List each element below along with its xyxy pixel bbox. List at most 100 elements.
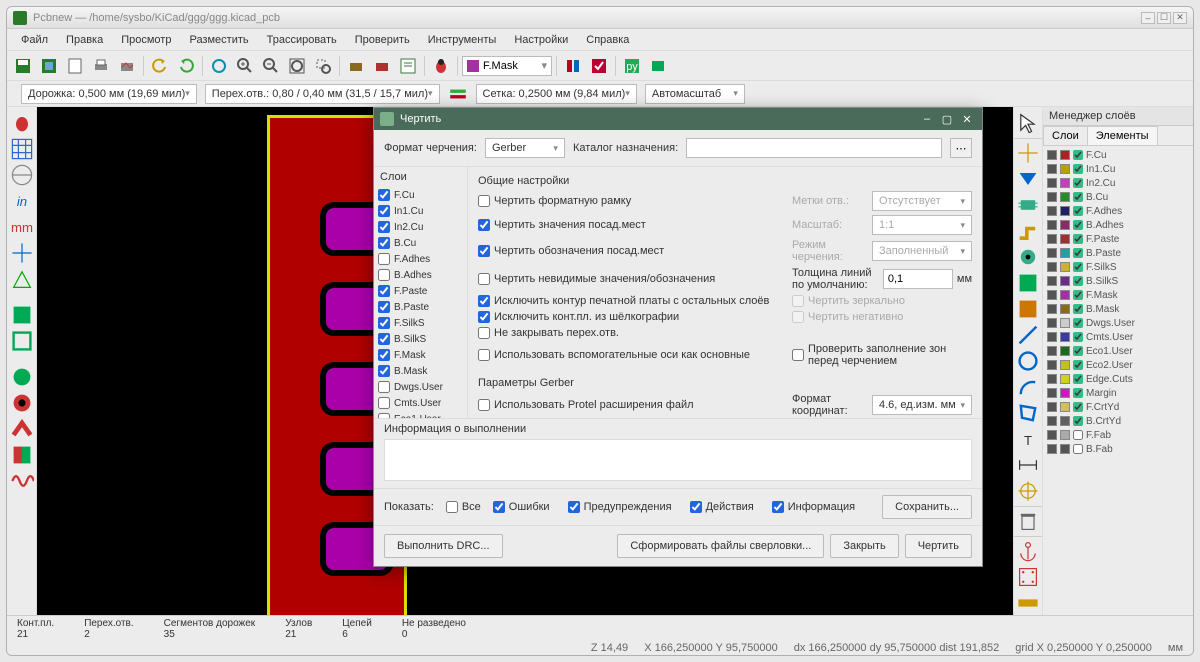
origin-tool-icon[interactable] bbox=[1016, 565, 1040, 589]
redo-icon[interactable] bbox=[174, 54, 198, 78]
layer-row[interactable]: B.Paste bbox=[1045, 246, 1191, 260]
option-check[interactable]: Проверить заполнение зон перед черчением bbox=[792, 343, 972, 367]
menu-item[interactable]: Проверить bbox=[347, 32, 418, 48]
option-check[interactable]: Не закрывать перех.отв. bbox=[478, 327, 782, 339]
dialog-minimize-button[interactable]: – bbox=[918, 111, 936, 127]
route-tool-icon[interactable] bbox=[1016, 219, 1040, 243]
zoom-in-icon[interactable] bbox=[233, 54, 257, 78]
option-input[interactable] bbox=[883, 269, 953, 289]
layer-visibility-check[interactable] bbox=[1073, 206, 1083, 216]
menu-item[interactable]: Настройки bbox=[506, 32, 576, 48]
pad-fill-icon[interactable] bbox=[10, 365, 34, 389]
toggle-lock-icon[interactable] bbox=[1016, 167, 1040, 191]
show-all-check[interactable]: Все bbox=[446, 501, 481, 513]
units-in-icon[interactable]: in bbox=[10, 189, 34, 213]
refresh-icon[interactable] bbox=[207, 54, 231, 78]
plot-layer-row[interactable]: B.Mask bbox=[378, 363, 463, 379]
plot-layer-check[interactable] bbox=[378, 317, 390, 329]
layer-row[interactable]: B.Cu bbox=[1045, 190, 1191, 204]
via-fill-icon[interactable] bbox=[10, 391, 34, 415]
layer-row[interactable]: B.SilkS bbox=[1045, 274, 1191, 288]
menu-item[interactable]: Инструменты bbox=[420, 32, 505, 48]
line-tool-icon[interactable] bbox=[1016, 323, 1040, 347]
dir-input[interactable] bbox=[686, 138, 942, 158]
layer-row[interactable]: F.Adhes bbox=[1045, 204, 1191, 218]
menu-item[interactable]: Разместить bbox=[181, 32, 256, 48]
track-width-combo[interactable]: Дорожка: 0,500 мм (19,69 мил)▾ bbox=[21, 84, 197, 104]
show-filter-check[interactable]: Ошибки bbox=[493, 501, 550, 513]
plot-layer-check[interactable] bbox=[378, 365, 390, 377]
layer-visibility-check[interactable] bbox=[1073, 290, 1083, 300]
plot-layer-check[interactable] bbox=[378, 253, 390, 265]
plot-layer-check[interactable] bbox=[378, 333, 390, 345]
units-mm-icon[interactable]: mm bbox=[10, 215, 34, 239]
zoom-select-icon[interactable] bbox=[311, 54, 335, 78]
select-tool-icon[interactable] bbox=[1016, 111, 1040, 135]
layer-visibility-check[interactable] bbox=[1073, 346, 1083, 356]
plot-layer-row[interactable]: Cmts.User bbox=[378, 395, 463, 411]
option-check[interactable]: Исключить конт.пл. из шёлкографии bbox=[478, 311, 782, 323]
active-layer-combo[interactable]: F.Mask ▾ bbox=[462, 56, 552, 76]
layer-visibility-check[interactable] bbox=[1073, 402, 1083, 412]
contrast-icon[interactable] bbox=[10, 443, 34, 467]
plot-button[interactable]: Чертить bbox=[905, 534, 972, 558]
polar-icon[interactable] bbox=[10, 163, 34, 187]
layer-row[interactable]: Edge.Cuts bbox=[1045, 372, 1191, 386]
drc-button[interactable]: Выполнить DRC... bbox=[384, 534, 503, 558]
save-report-button[interactable]: Сохранить... bbox=[882, 495, 972, 519]
plot-layer-check[interactable] bbox=[378, 189, 390, 201]
option-check[interactable]: Использовать Protel расширения файл bbox=[478, 399, 782, 411]
layer-row[interactable]: In2.Cu bbox=[1045, 176, 1191, 190]
layer-visibility-check[interactable] bbox=[1073, 192, 1083, 202]
3d-icon[interactable] bbox=[646, 54, 670, 78]
layer-visibility-check[interactable] bbox=[1073, 234, 1083, 244]
layer-row[interactable]: B.Adhes bbox=[1045, 218, 1191, 232]
option-check[interactable]: Чертить обозначения посад.мест bbox=[478, 245, 782, 257]
layer-row[interactable]: F.Mask bbox=[1045, 288, 1191, 302]
grid-combo[interactable]: Сетка: 0,2500 мм (9,84 мил)▾ bbox=[476, 84, 637, 104]
layer-row[interactable]: F.Cu bbox=[1045, 148, 1191, 162]
text-tool-icon[interactable]: T bbox=[1016, 427, 1040, 451]
layers-tab-elements[interactable]: Элементы bbox=[1087, 126, 1158, 145]
arc-tool-icon[interactable] bbox=[1016, 375, 1040, 399]
layer-visibility-check[interactable] bbox=[1073, 304, 1083, 314]
maximize-button[interactable]: ☐ bbox=[1157, 12, 1171, 24]
layer-row[interactable]: Eco1.User bbox=[1045, 344, 1191, 358]
layer-visibility-check[interactable] bbox=[1073, 360, 1083, 370]
layer-row[interactable]: F.Fab bbox=[1045, 428, 1191, 442]
option-combo[interactable]: 4.6, ед.изм. мм▾ bbox=[872, 395, 972, 415]
delete-tool-icon[interactable] bbox=[1016, 509, 1040, 533]
plot-layer-check[interactable] bbox=[378, 237, 390, 249]
track-fill-icon[interactable] bbox=[10, 417, 34, 441]
option-check[interactable]: Использовать вспомогательные оси как осн… bbox=[478, 349, 782, 361]
board-setup-icon[interactable] bbox=[37, 54, 61, 78]
layer-row[interactable]: B.CrtYd bbox=[1045, 414, 1191, 428]
plot-layer-row[interactable]: In2.Cu bbox=[378, 219, 463, 235]
plot-layer-check[interactable] bbox=[378, 221, 390, 233]
drc-icon[interactable] bbox=[561, 54, 585, 78]
layer-row[interactable]: F.Paste bbox=[1045, 232, 1191, 246]
measure-tool-icon[interactable] bbox=[1016, 591, 1040, 615]
layers-tab-layers[interactable]: Слои bbox=[1043, 126, 1088, 145]
layer-visibility-check[interactable] bbox=[1073, 444, 1083, 454]
plot-layer-row[interactable]: F.Adhes bbox=[378, 251, 463, 267]
plot-layer-row[interactable]: Eco1.User bbox=[378, 411, 463, 418]
drc-alt-icon[interactable] bbox=[587, 54, 611, 78]
ratsnest-icon[interactable] bbox=[10, 267, 34, 291]
footprint-lib-icon[interactable] bbox=[344, 54, 368, 78]
footprint-edit-icon[interactable] bbox=[370, 54, 394, 78]
close-button[interactable]: ✕ bbox=[1173, 12, 1187, 24]
poly-tool-icon[interactable] bbox=[1016, 401, 1040, 425]
close-dialog-button[interactable]: Закрыть bbox=[830, 534, 898, 558]
layer-row[interactable]: B.Mask bbox=[1045, 302, 1191, 316]
layer-visibility-check[interactable] bbox=[1073, 150, 1083, 160]
layer-row[interactable]: F.SilkS bbox=[1045, 260, 1191, 274]
dialog-maximize-button[interactable]: ▢ bbox=[938, 111, 956, 127]
grid-toggle-icon[interactable] bbox=[10, 137, 34, 161]
plot-layer-row[interactable]: B.Cu bbox=[378, 235, 463, 251]
browse-button[interactable]: ⋯ bbox=[950, 138, 972, 158]
menu-item[interactable]: Файл bbox=[13, 32, 56, 48]
layer-visibility-check[interactable] bbox=[1073, 388, 1083, 398]
anchor-tool-icon[interactable] bbox=[1016, 539, 1040, 563]
dialog-close-button[interactable]: ✕ bbox=[958, 111, 976, 127]
